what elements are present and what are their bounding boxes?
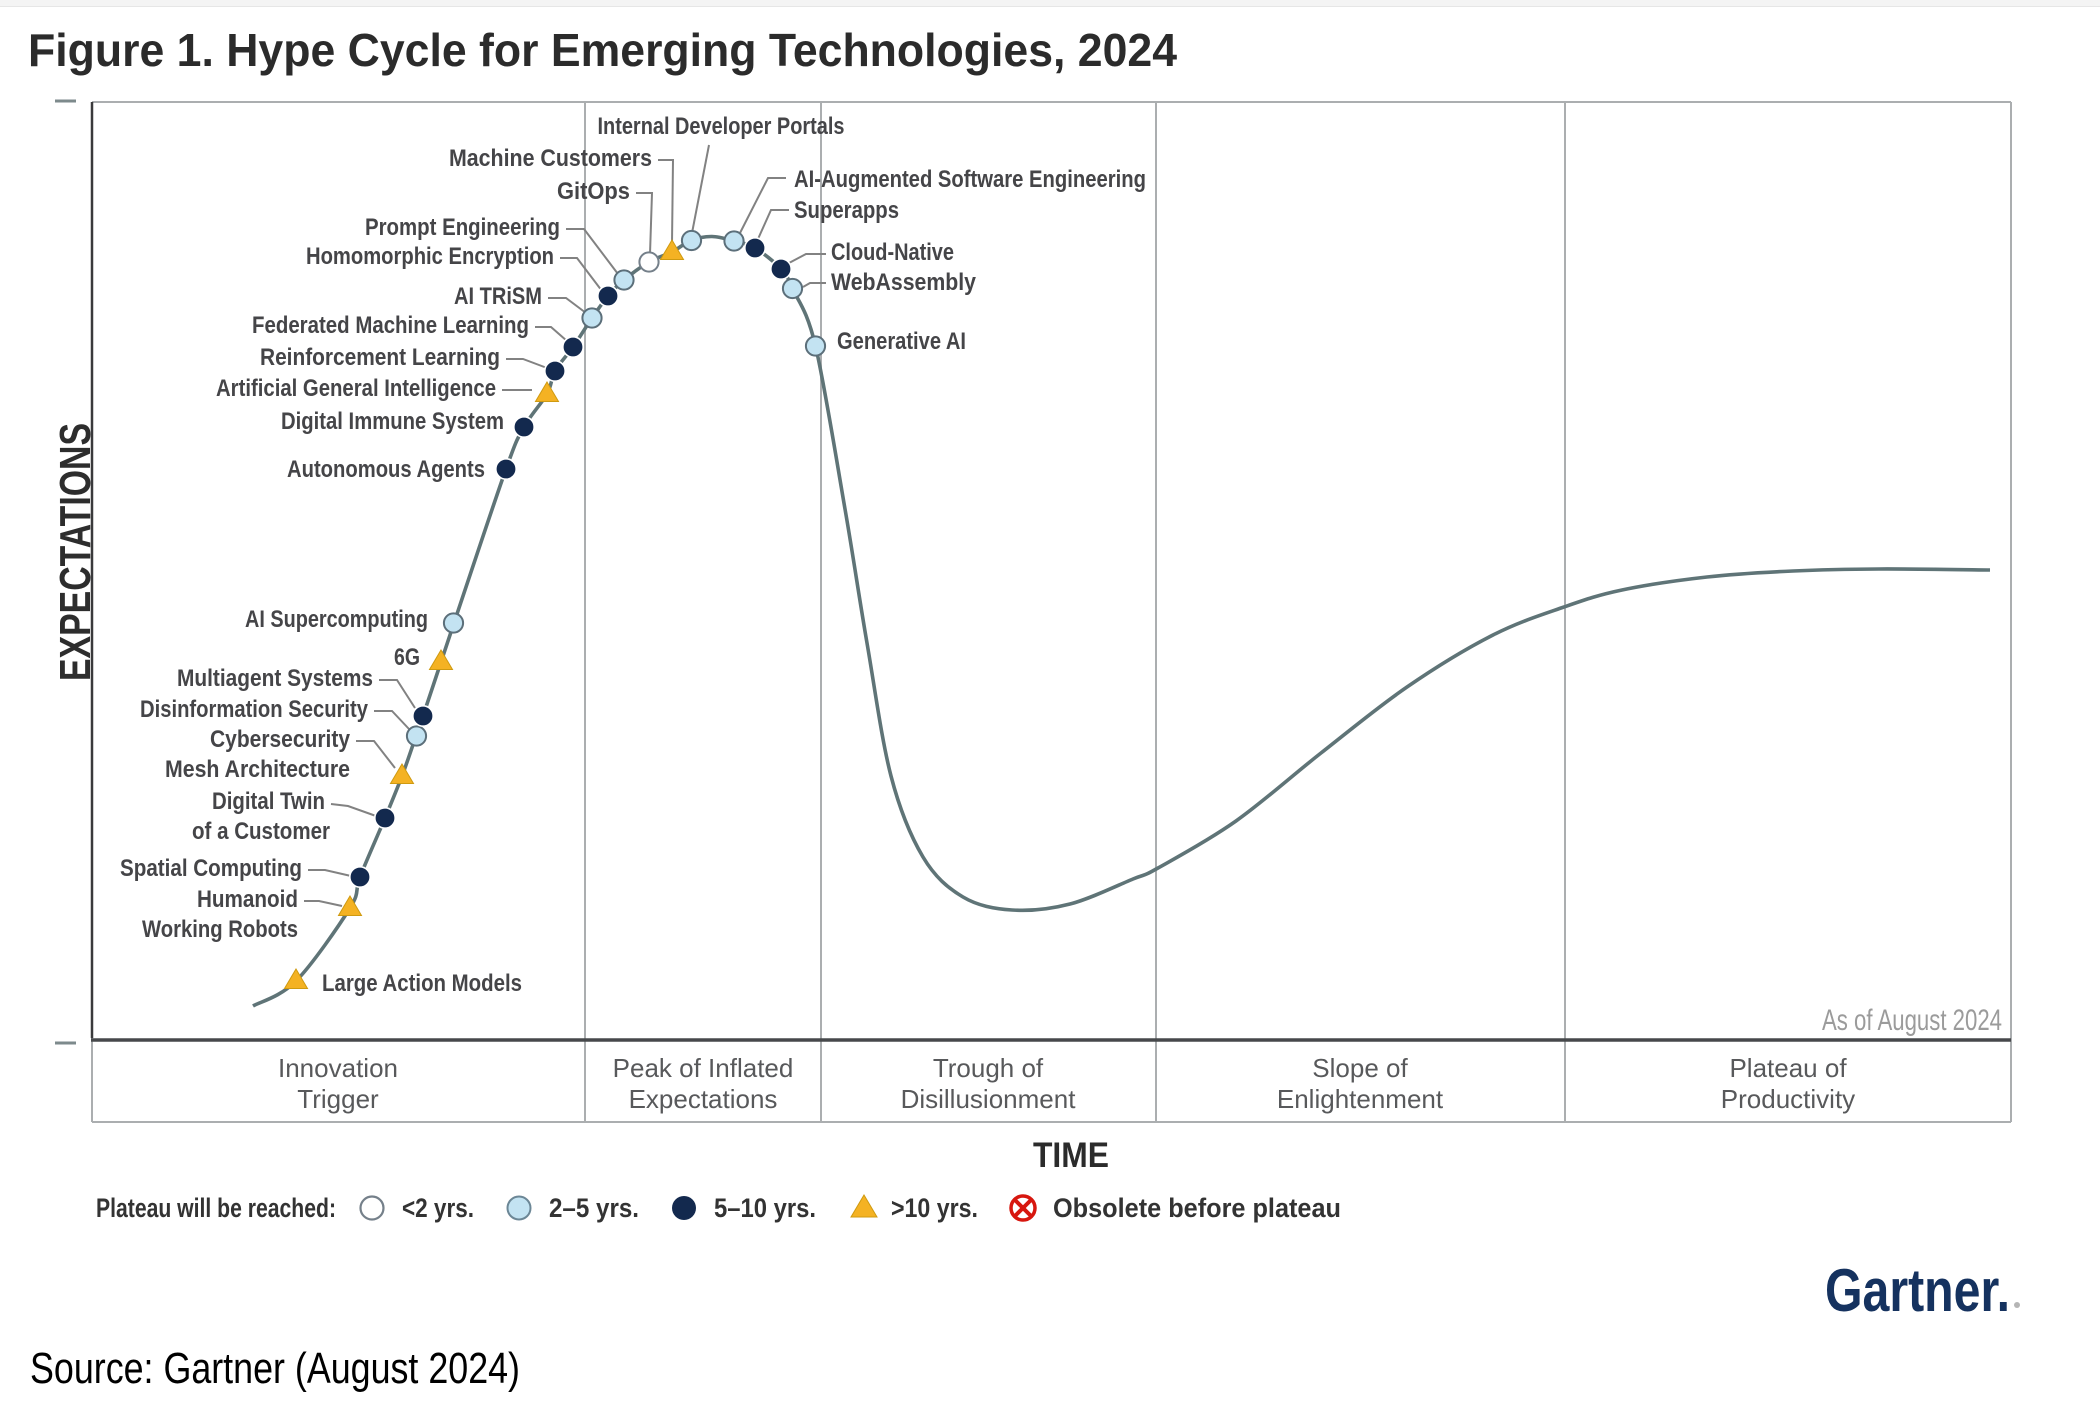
svg-text:Autonomous Agents: Autonomous Agents <box>287 456 485 483</box>
svg-text:EXPECTATIONS: EXPECTATIONS <box>51 423 100 681</box>
svg-text:Gartner.: Gartner. <box>1825 1257 2010 1324</box>
svg-text:Digital Immune System: Digital Immune System <box>281 408 504 435</box>
svg-text:5–10 yrs.: 5–10 yrs. <box>714 1193 816 1223</box>
svg-text:TIME: TIME <box>1033 1136 1109 1175</box>
svg-text:Trigger: Trigger <box>297 1084 379 1114</box>
svg-text:Large Action Models: Large Action Models <box>322 970 522 997</box>
svg-text:Multiagent Systems: Multiagent Systems <box>177 665 373 692</box>
svg-text:Generative AI: Generative AI <box>837 328 966 355</box>
svg-text:AI TRiSM: AI TRiSM <box>454 283 542 310</box>
svg-text:Artificial General Intelligenc: Artificial General Intelligence <box>216 375 496 402</box>
svg-text:of a Customer: of a Customer <box>192 818 330 845</box>
svg-text:Homomorphic Encryption: Homomorphic Encryption <box>306 243 554 270</box>
svg-text:Disillusionment: Disillusionment <box>901 1084 1077 1114</box>
svg-text:Reinforcement Learning: Reinforcement Learning <box>260 344 500 371</box>
svg-text:<2 yrs.: <2 yrs. <box>402 1193 474 1223</box>
svg-text:Humanoid: Humanoid <box>197 886 298 913</box>
svg-text:AI-Augmented Software Engineer: AI-Augmented Software Engineering <box>794 166 1146 193</box>
svg-text:Enlightenment: Enlightenment <box>1277 1084 1444 1114</box>
svg-text:Peak of Inflated: Peak of Inflated <box>613 1053 794 1083</box>
svg-text:Prompt Engineering: Prompt Engineering <box>365 214 560 241</box>
svg-text:Plateau of: Plateau of <box>1729 1053 1847 1083</box>
svg-text:As of August 2024: As of August 2024 <box>1822 1004 2002 1037</box>
svg-text:Working Robots: Working Robots <box>142 916 298 943</box>
svg-text:2–5 yrs.: 2–5 yrs. <box>549 1193 639 1223</box>
svg-text:Trough of: Trough of <box>933 1053 1044 1083</box>
svg-text:WebAssembly: WebAssembly <box>831 269 977 296</box>
svg-text:Cybersecurity: Cybersecurity <box>210 726 351 753</box>
svg-text:6G: 6G <box>394 644 420 671</box>
svg-text:Source: Gartner (August 2024): Source: Gartner (August 2024) <box>30 1344 520 1393</box>
svg-text:>10 yrs.: >10 yrs. <box>891 1193 978 1223</box>
svg-text:Productivity: Productivity <box>1721 1084 1855 1114</box>
svg-text:Digital Twin: Digital Twin <box>212 788 325 815</box>
svg-text:Cloud-Native: Cloud-Native <box>831 239 954 266</box>
svg-text:Obsolete before plateau: Obsolete before plateau <box>1053 1193 1341 1223</box>
svg-text:Slope of: Slope of <box>1312 1053 1408 1083</box>
svg-text:Federated Machine Learning: Federated Machine Learning <box>252 312 529 339</box>
svg-text:Mesh Architecture: Mesh Architecture <box>165 756 350 783</box>
svg-text:Superapps: Superapps <box>794 197 899 224</box>
svg-text:GitOps: GitOps <box>557 178 630 205</box>
svg-text:Plateau will be reached:: Plateau will be reached: <box>96 1193 336 1223</box>
svg-text:Spatial Computing: Spatial Computing <box>120 855 302 882</box>
svg-text:AI Supercomputing: AI Supercomputing <box>245 606 428 633</box>
svg-text:Figure 1. Hype Cycle for Emerg: Figure 1. Hype Cycle for Emerging Techno… <box>28 24 1177 76</box>
svg-text:Machine Customers: Machine Customers <box>449 145 652 172</box>
svg-text:Expectations: Expectations <box>629 1084 778 1114</box>
svg-text:Innovation: Innovation <box>278 1053 398 1083</box>
svg-text:Internal Developer Portals: Internal Developer Portals <box>598 113 845 140</box>
svg-text:Disinformation Security: Disinformation Security <box>140 696 369 723</box>
